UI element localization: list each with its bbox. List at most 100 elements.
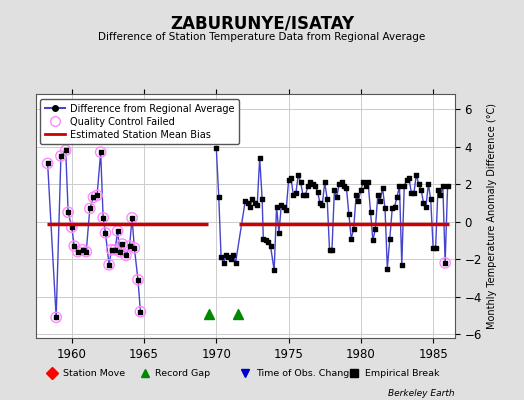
Point	[301, 192, 310, 198]
Point	[439, 183, 447, 189]
Point	[292, 190, 300, 197]
Point	[277, 202, 286, 208]
Point	[321, 179, 329, 186]
Point	[85, 205, 94, 212]
Point	[244, 200, 252, 206]
Point	[407, 190, 416, 197]
Point	[64, 209, 72, 216]
Point	[303, 183, 312, 189]
Point	[436, 192, 444, 198]
Point	[275, 230, 283, 236]
Point	[427, 196, 435, 202]
Point	[357, 186, 365, 193]
Point	[232, 260, 240, 266]
Point	[96, 149, 105, 155]
Point	[388, 205, 397, 212]
Text: Station Move: Station Move	[63, 370, 125, 378]
Point	[136, 308, 145, 315]
Point	[258, 196, 266, 202]
Point	[429, 245, 438, 251]
Point	[259, 235, 267, 242]
Point	[443, 183, 452, 189]
Point	[118, 241, 127, 247]
Point	[226, 256, 235, 262]
Point	[371, 226, 379, 232]
Point	[70, 243, 79, 249]
Point	[130, 245, 138, 251]
Point	[323, 196, 331, 202]
Point	[441, 260, 450, 266]
Point	[212, 145, 221, 152]
Point	[220, 260, 228, 266]
Point	[68, 224, 76, 230]
Y-axis label: Monthly Temperature Anomaly Difference (°C): Monthly Temperature Anomaly Difference (…	[487, 103, 497, 329]
Point	[376, 198, 384, 204]
Point	[113, 228, 122, 234]
Point	[250, 200, 259, 206]
Point	[93, 192, 101, 198]
Point	[328, 246, 336, 253]
Point	[330, 186, 339, 193]
Point	[224, 254, 233, 260]
Point	[105, 262, 113, 268]
Point	[111, 246, 119, 253]
Point	[101, 230, 110, 236]
Text: Empirical Break: Empirical Break	[365, 370, 439, 378]
Point	[335, 181, 343, 187]
Point	[309, 181, 317, 187]
Point	[316, 200, 324, 206]
Point	[134, 277, 142, 283]
Point	[294, 172, 302, 178]
Point	[441, 260, 450, 266]
Point	[52, 314, 60, 320]
Point	[393, 194, 401, 200]
Point	[410, 190, 418, 197]
Point	[70, 243, 79, 249]
Point	[352, 192, 361, 198]
Point	[347, 235, 355, 242]
Text: Record Gap: Record Gap	[155, 370, 210, 378]
Point	[68, 224, 76, 230]
Point	[43, 160, 52, 167]
Point	[318, 202, 326, 208]
Point	[354, 198, 363, 204]
Point	[311, 183, 319, 189]
Point	[340, 183, 348, 189]
Point	[111, 246, 119, 253]
Point	[107, 246, 116, 253]
Point	[412, 172, 420, 178]
Point	[125, 243, 134, 249]
Point	[378, 185, 387, 191]
Point	[431, 245, 440, 251]
Point	[313, 188, 322, 195]
Point	[366, 209, 375, 216]
Point	[369, 237, 377, 244]
Text: Difference of Station Temperature Data from Regional Average: Difference of Station Temperature Data f…	[99, 32, 425, 42]
Point	[89, 194, 97, 200]
Point	[101, 230, 110, 236]
Point	[280, 204, 288, 210]
Point	[122, 252, 130, 259]
Point	[89, 194, 97, 200]
Point	[99, 215, 107, 221]
Point	[364, 179, 372, 186]
Point	[398, 262, 406, 268]
Point	[282, 207, 290, 214]
Point	[229, 252, 237, 259]
Point	[215, 194, 223, 200]
Point	[419, 200, 428, 206]
Point	[122, 252, 130, 259]
Point	[337, 179, 346, 186]
Point	[248, 196, 257, 202]
Point	[395, 183, 403, 189]
Text: Berkeley Earth: Berkeley Earth	[388, 389, 455, 398]
Point	[306, 179, 314, 186]
Point	[105, 262, 113, 268]
Point	[43, 160, 52, 167]
Point	[64, 209, 72, 216]
Point	[217, 254, 225, 260]
Point	[93, 192, 101, 198]
Point	[125, 243, 134, 249]
Point	[113, 228, 122, 234]
Point	[272, 204, 281, 210]
